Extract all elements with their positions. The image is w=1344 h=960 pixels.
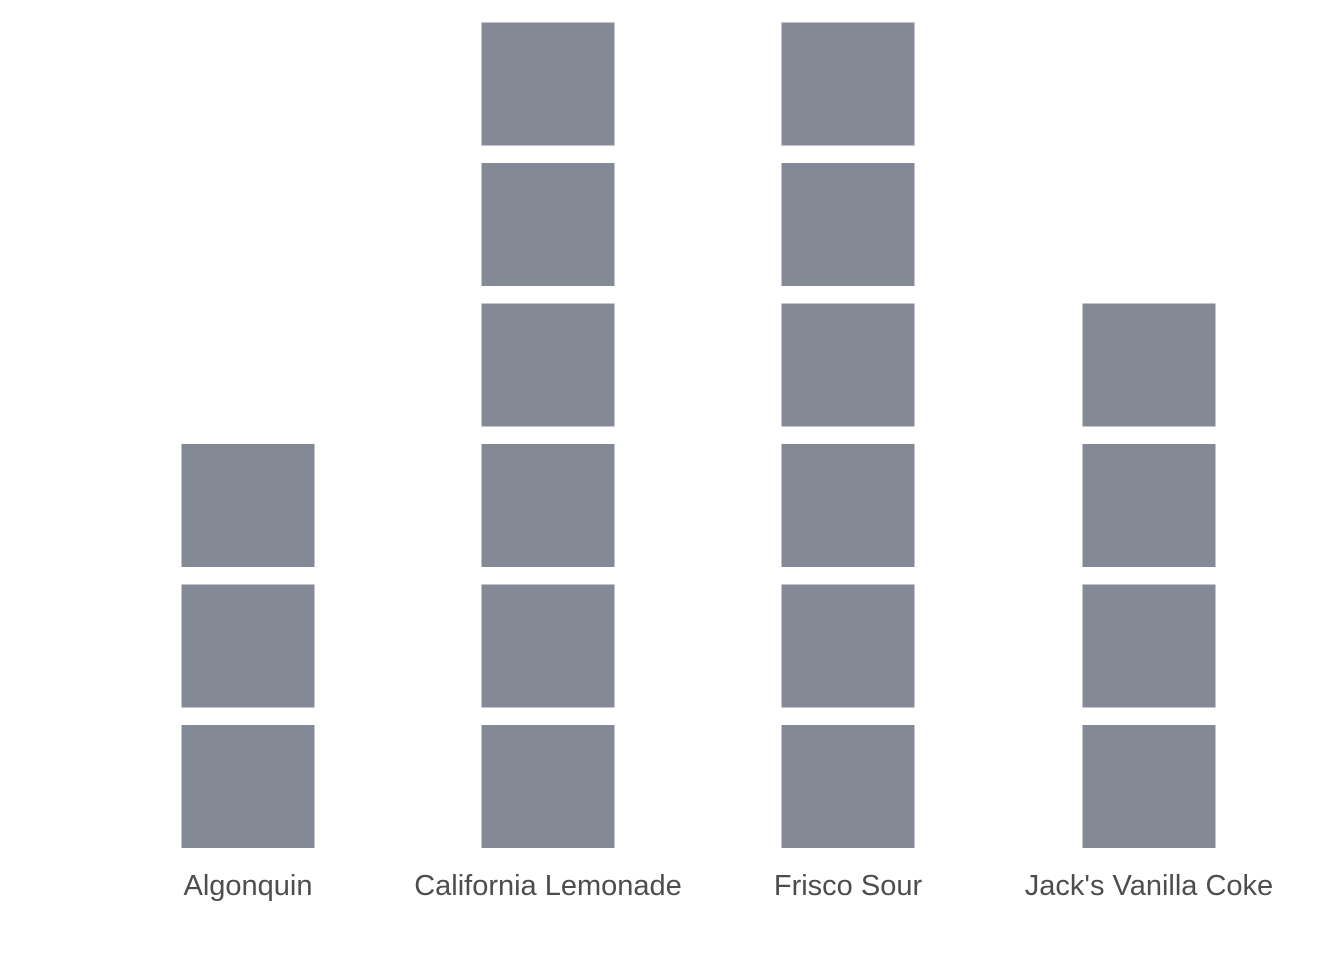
unit-square-california-lemonade-4 xyxy=(481,303,615,427)
unit-square-frisco-sour-6 xyxy=(781,22,915,146)
x-axis-tick-labels: Algonquin California Lemonade Frisco Sou… xyxy=(184,870,1274,902)
x-tick-label-frisco-sour: Frisco Sour xyxy=(774,870,923,902)
unit-square-frisco-sour-2 xyxy=(781,584,915,708)
unit-square-frisco-sour-5 xyxy=(781,163,915,286)
unit-square-frisco-sour-3 xyxy=(781,444,915,567)
unit-square-california-lemonade-6 xyxy=(481,22,615,146)
unit-square-algonquin-1 xyxy=(181,725,315,848)
unit-square-california-lemonade-1 xyxy=(481,725,615,848)
unit-square-algonquin-2 xyxy=(181,584,315,708)
unit-square-algonquin-3 xyxy=(181,444,315,567)
unit-square-jack-s-vanilla-coke-2 xyxy=(1082,584,1216,708)
unit-square-frisco-sour-4 xyxy=(781,303,915,427)
unit-square-california-lemonade-2 xyxy=(481,584,615,708)
unit-square-frisco-sour-1 xyxy=(781,725,915,848)
x-tick-label-algonquin: Algonquin xyxy=(184,870,313,902)
unit-square-california-lemonade-3 xyxy=(481,444,615,567)
unit-square-california-lemonade-5 xyxy=(481,163,615,286)
unit-square-jack-s-vanilla-coke-1 xyxy=(1082,725,1216,848)
x-tick-label-jacks-vanilla-coke: Jack's Vanilla Coke xyxy=(1025,870,1273,902)
unit-square-jack-s-vanilla-coke-4 xyxy=(1082,303,1216,427)
unit-square-jack-s-vanilla-coke-3 xyxy=(1082,444,1216,567)
chart-marks xyxy=(181,22,1216,848)
x-tick-label-california-lemonade: California Lemonade xyxy=(414,870,682,902)
